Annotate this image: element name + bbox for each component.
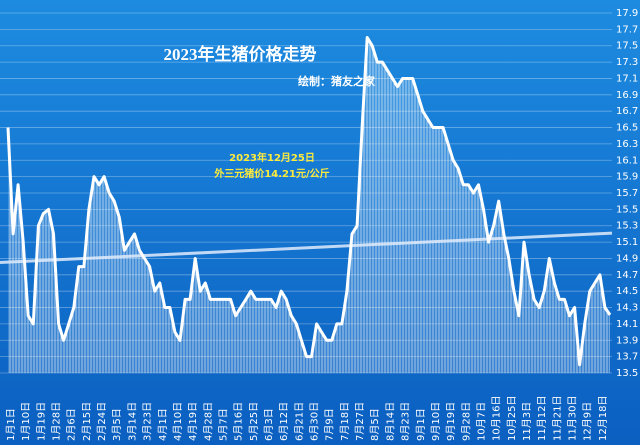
x-tick-label: 1月19日 — [35, 402, 47, 441]
x-tick-label: 5月16日 — [233, 402, 245, 441]
subtitle: 绘制：猪友之家 — [298, 74, 376, 88]
y-tick-label: 17.7 — [616, 24, 638, 35]
x-tick-label: 4月28日 — [202, 402, 214, 441]
y-tick-label: 15.9 — [616, 172, 638, 183]
x-tick-label: 7月27日 — [354, 402, 366, 441]
x-tick-label: 7月9日 — [324, 408, 336, 441]
x-tick-label: 3月5日 — [111, 408, 123, 441]
x-tick-label: 2月15日 — [81, 402, 93, 441]
x-tick-label: 6月21日 — [293, 402, 305, 441]
y-tick-label: 17.1 — [616, 73, 638, 84]
x-tick-label: 5月25日 — [248, 402, 260, 441]
y-tick-label: 17.3 — [616, 57, 638, 68]
x-tick-label: 1月1日 — [5, 408, 17, 441]
y-tick-label: 15.1 — [616, 237, 638, 248]
x-tick-label: 10月16日 — [491, 396, 503, 441]
area — [8, 37, 610, 373]
x-tick-label: 12月18日 — [597, 396, 609, 441]
x-tick-label: 3月23日 — [142, 402, 154, 441]
y-tick-label: 15.3 — [616, 221, 638, 232]
x-tick-label: 6月30日 — [309, 402, 321, 441]
x-tick-label: 8月5日 — [369, 408, 381, 441]
x-tick-label: 11月12日 — [536, 396, 548, 441]
x-tick-label: 4月1日 — [157, 408, 169, 441]
x-tick-label: 9月19日 — [445, 402, 457, 441]
x-tick-label: 2月6日 — [66, 408, 78, 441]
y-tick-label: 16.5 — [616, 123, 638, 134]
x-tick-label: 11月30日 — [567, 396, 579, 441]
x-tick-label: 2月24日 — [96, 402, 108, 441]
x-tick-label: 12月9日 — [582, 402, 594, 441]
x-tick-label: 4月10日 — [172, 402, 184, 441]
y-tick-label: 14.5 — [616, 286, 638, 297]
y-tick-label: 16.3 — [616, 139, 638, 150]
x-tick-label: 10月25日 — [506, 396, 518, 441]
price-line — [6, 36, 612, 367]
y-tick-label: 16.9 — [616, 90, 638, 101]
x-tick-label: 8月23日 — [400, 402, 412, 441]
x-tick-label: 5月7日 — [217, 408, 229, 441]
x-tick-label: 11月3日 — [521, 402, 533, 441]
y-tick-label: 14.9 — [616, 253, 638, 264]
x-tick-label: 10月7日 — [475, 402, 487, 441]
y-tick-label: 13.7 — [616, 352, 638, 363]
x-tick-label: 4月19日 — [187, 402, 199, 441]
y-tick-label: 16.7 — [616, 106, 638, 117]
trend-line — [0, 231, 613, 265]
x-tick-label: 9月28日 — [460, 402, 472, 441]
x-tick-label: 3月14日 — [126, 402, 138, 441]
x-tick-label: 9月1日 — [415, 408, 427, 441]
y-tick-label: 17.5 — [616, 41, 638, 52]
x-tick-label: 11月21日 — [551, 396, 563, 441]
annotation: 2023年12月25日 — [229, 151, 315, 164]
y-tick-label: 13.9 — [616, 335, 638, 346]
y-tick-label: 14.7 — [616, 270, 638, 281]
x-tick-label: 6月12日 — [278, 402, 290, 441]
y-tick-label: 14.1 — [616, 319, 638, 330]
x-tick-label: 1月10日 — [20, 402, 32, 441]
x-tick-label: 9月10日 — [430, 402, 442, 441]
y-tick-label: 15.5 — [616, 204, 638, 215]
x-tick-label: 7月18日 — [339, 402, 351, 441]
annotation: 外三元猪价14.21元/公斤 — [213, 167, 329, 180]
y-tick-label: 15.7 — [616, 188, 638, 199]
x-tick-label: 6月3日 — [263, 408, 275, 441]
chart-title: 2023年生猪价格走势 — [164, 44, 317, 64]
y-tick-label: 14.3 — [616, 303, 638, 314]
x-tick-label: 8月14日 — [384, 402, 396, 441]
y-tick-label: 13.5 — [616, 368, 638, 379]
x-tick-label: 1月28日 — [51, 402, 63, 441]
y-tick-label: 17.9 — [616, 8, 638, 19]
y-tick-label: 16.1 — [616, 155, 638, 166]
